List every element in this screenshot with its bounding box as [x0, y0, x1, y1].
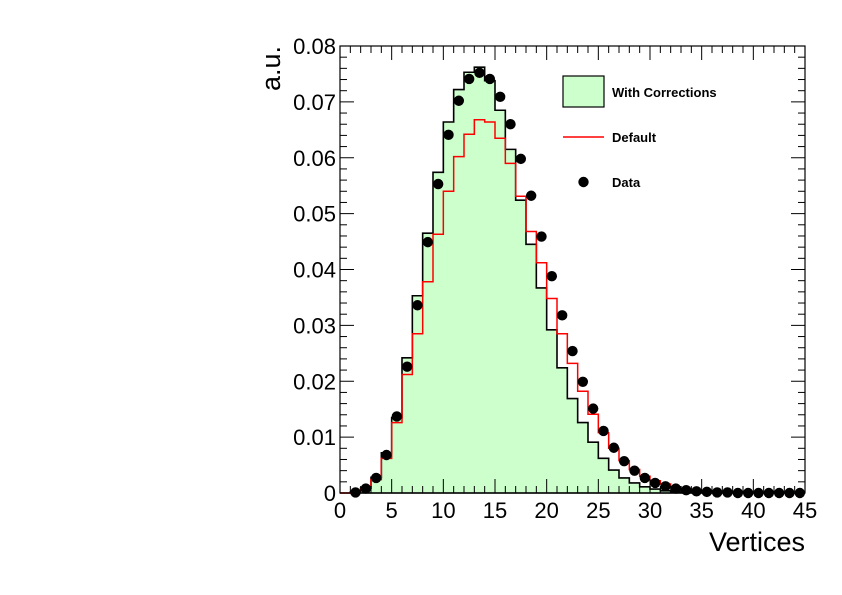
data-point — [494, 91, 506, 103]
data-point — [670, 483, 682, 494]
y-tick-labels: 0 0.01 0.02 0.03 0.04 0.05 0.06 0.07 0.08 — [293, 34, 336, 506]
data-point — [629, 465, 640, 476]
with-corrections-bars — [340, 66, 805, 494]
x-tick-label: 5 — [386, 498, 398, 523]
y-tick-label: 0.08 — [293, 34, 336, 59]
data-point — [680, 485, 692, 496]
data-point — [463, 73, 475, 85]
data-point — [577, 376, 589, 388]
x-tick-label: 20 — [534, 498, 558, 523]
legend-swatch-data — [578, 176, 589, 188]
data-point — [474, 67, 485, 79]
data-point — [432, 178, 444, 190]
data-point — [370, 472, 382, 484]
y-tick-label: 0.02 — [293, 369, 336, 394]
data-point — [608, 442, 620, 453]
data-point — [484, 73, 496, 85]
data-point — [505, 119, 516, 130]
data-point — [546, 271, 558, 282]
legend-label-default: Default — [612, 130, 657, 145]
x-tick-label: 10 — [431, 498, 455, 523]
y-tick-label: 0.03 — [293, 313, 336, 338]
data-point — [567, 345, 578, 357]
data-points — [350, 67, 806, 499]
axis-ticks — [339, 45, 806, 494]
x-tick-label: 40 — [741, 498, 765, 523]
x-tick-label: 35 — [689, 498, 713, 523]
x-tick-label: 25 — [586, 498, 610, 523]
data-point — [525, 190, 537, 201]
y-tick-label: 0.01 — [293, 425, 336, 450]
data-point — [587, 403, 599, 414]
data-point — [556, 310, 568, 321]
legend-swatch-with-corrections — [562, 75, 605, 108]
y-axis-title: a.u. — [256, 46, 286, 91]
data-point — [391, 411, 403, 422]
data-point — [536, 231, 547, 242]
with-corrections-histogram — [340, 66, 805, 494]
data-point — [412, 300, 423, 311]
data-point — [660, 481, 671, 492]
y-tick-label: 0.05 — [293, 202, 336, 227]
y-tick-label: 0.04 — [293, 258, 336, 283]
data-point — [381, 449, 392, 461]
legend-label-data: Data — [612, 175, 641, 190]
legend-label-with-corrections: With Corrections — [612, 85, 717, 100]
y-tick-label: 0.06 — [293, 146, 336, 171]
data-point — [691, 486, 702, 497]
data-point — [649, 477, 661, 489]
y-tick-label: 0.07 — [293, 90, 336, 115]
y-tick-label: 0 — [324, 481, 336, 506]
data-point — [598, 425, 609, 437]
x-axis-title: Vertices — [709, 527, 805, 557]
x-tick-label: 30 — [638, 498, 662, 523]
data-point — [443, 129, 454, 141]
data-point — [515, 153, 527, 165]
x-tick-label: 15 — [483, 498, 507, 523]
data-point — [422, 236, 434, 248]
data-point — [360, 483, 372, 494]
data-point — [401, 361, 413, 372]
data-point — [618, 455, 630, 467]
x-tick-label: 0 — [334, 498, 346, 523]
x-tick-label: 45 — [793, 498, 817, 523]
data-point — [453, 95, 465, 106]
data-point — [639, 472, 651, 484]
data-point — [701, 486, 713, 498]
x-tick-labels: 0 5 10 15 20 25 30 35 40 45 — [334, 498, 817, 523]
legend: With Corrections Default Data — [562, 75, 717, 190]
